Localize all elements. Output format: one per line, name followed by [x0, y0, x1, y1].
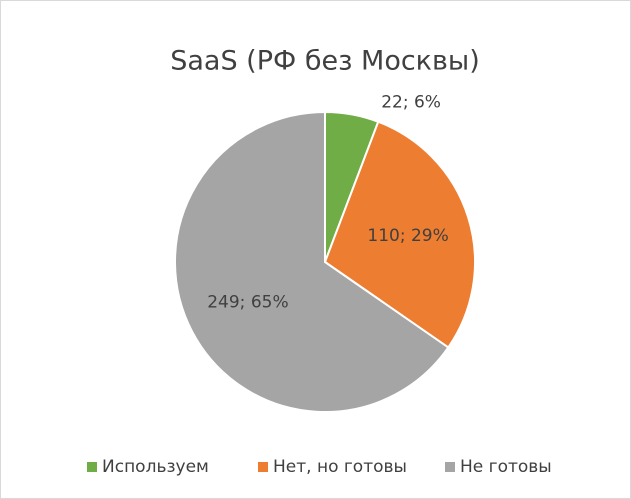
legend-swatch	[445, 462, 455, 472]
legend-swatch	[258, 462, 268, 472]
pie-slice	[323, 120, 476, 349]
data-label: 249; 65%	[207, 292, 288, 312]
pie-slice	[174, 110, 450, 413]
chart-title: SaaS (РФ без Москвы)	[170, 46, 480, 77]
legend-label: Нет, но готовы	[273, 457, 407, 477]
data-label: 110; 29%	[367, 226, 448, 246]
legend-label: Не готовы	[460, 457, 552, 477]
legend-label: Используем	[102, 457, 209, 477]
data-label: 22; 6%	[381, 93, 441, 113]
legend-swatch	[87, 462, 97, 472]
